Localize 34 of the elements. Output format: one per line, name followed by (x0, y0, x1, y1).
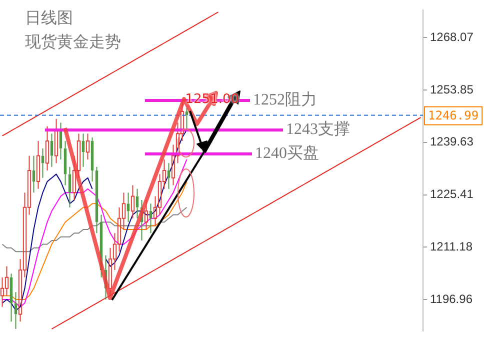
candlestick (45, 126, 50, 171)
candlestick (95, 166, 98, 234)
ref-line-label: 1246.99 (428, 108, 479, 122)
candlestick (4, 266, 9, 296)
candlestick (10, 273, 13, 322)
ref-line-label: 1240买盘 (255, 145, 319, 162)
candlestick (149, 203, 152, 234)
candlestick (14, 292, 18, 330)
chart-title: 日线图 (25, 8, 73, 28)
y-tick-label: 1225.41 (430, 187, 474, 202)
candlestick (136, 188, 139, 219)
candlestick (36, 140, 40, 190)
y-tick-label: 1253.85 (430, 82, 474, 96)
annotation: 1251.00 (185, 92, 240, 108)
y-tick-label: 1239.63 (430, 134, 474, 149)
candlestick (0, 276, 4, 308)
candlestick (130, 184, 135, 219)
y-tick-label: 1268.07 (430, 30, 474, 44)
candlestick (126, 192, 130, 223)
ref-line-label: 1252阻力 (253, 90, 317, 109)
candlestick (68, 166, 72, 208)
candlestick (90, 136, 94, 182)
y-tick-label: 1211.18 (430, 240, 473, 254)
ref-line-label: 1243支撑 (286, 120, 350, 138)
y-tick-label: 1196.96 (430, 292, 473, 306)
candlestick (32, 155, 36, 194)
candlestick (54, 118, 58, 164)
candlestick (50, 133, 54, 168)
candlestick (64, 140, 67, 186)
candlestick (86, 133, 90, 160)
candlestick (167, 162, 170, 190)
text: 现货黄金走势 (25, 32, 121, 52)
candlestick (158, 174, 162, 216)
candlestick (82, 133, 85, 168)
